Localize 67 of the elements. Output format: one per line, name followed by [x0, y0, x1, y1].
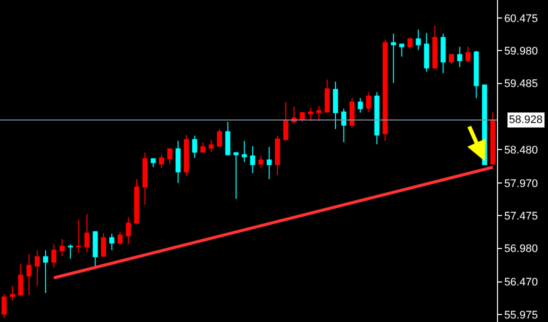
candlestick: [142, 152, 148, 206]
candlestick: [474, 50, 479, 99]
candlestick: [366, 92, 372, 112]
candlestick: [118, 231, 123, 246]
candlestick: [324, 79, 330, 114]
candlestick: [457, 46, 462, 68]
candlestick: [176, 140, 181, 184]
candlestick: [109, 233, 114, 251]
candlestick: [2, 294, 7, 319]
candlestick: [18, 264, 24, 297]
y-tick-label: 59.980: [504, 46, 538, 58]
candlestick: [408, 37, 413, 50]
candlestick: [68, 244, 73, 260]
candlestick: [10, 285, 15, 301]
candlestick: [374, 92, 380, 145]
candlestick: [167, 148, 172, 164]
candlestick: [465, 46, 471, 64]
candlestick: [101, 232, 106, 258]
candlestick: [358, 98, 363, 114]
candlestick: [208, 139, 214, 153]
candlestick: [184, 134, 189, 176]
candlestick: [382, 39, 388, 142]
candlestick: [134, 178, 140, 224]
candlestick: [225, 121, 230, 156]
candlestick: [159, 154, 164, 168]
candlestick: [448, 54, 454, 64]
candlestick: [150, 158, 156, 168]
candlestick: [34, 250, 40, 286]
candlestick: [308, 107, 314, 122]
y-tick-label: 57.475: [504, 210, 538, 222]
candlestick: [341, 108, 346, 143]
candlestick: [216, 128, 222, 148]
candlestick: [43, 250, 48, 294]
candlestick: [283, 102, 288, 140]
candlestick: [258, 156, 264, 168]
candlestick: [440, 33, 446, 74]
candlestick: [416, 29, 421, 51]
candlestick: [432, 25, 438, 70]
candlestick: [250, 146, 256, 174]
candlestick: [350, 98, 355, 128]
candlestick: [126, 216, 131, 245]
candlestick: [242, 140, 247, 162]
candlestick: [390, 33, 396, 84]
y-tick-label: 59.485: [504, 78, 538, 90]
candlestick: [192, 135, 198, 159]
candlestick: [399, 44, 404, 58]
candlestick: [60, 238, 65, 257]
candlestick: [274, 135, 280, 176]
candlestick: [92, 230, 98, 267]
candlestick: [424, 32, 430, 72]
y-tick-label: 57.970: [504, 178, 538, 190]
candlestick: [490, 111, 496, 166]
candlestick: [26, 254, 32, 296]
candlestick: [200, 142, 206, 154]
candlestick: [84, 214, 90, 253]
y-tick-label: 56.470: [504, 276, 538, 289]
candlestick: [332, 81, 338, 130]
candlestick: [76, 219, 82, 254]
y-tick-label: 60.475: [504, 12, 538, 25]
candlestick: [234, 152, 239, 200]
y-tick-label: 58.480: [504, 144, 538, 156]
candlestick: [316, 106, 322, 122]
y-tick-label: 55.975: [504, 309, 538, 322]
candlestick: [51, 244, 56, 268]
candlestick: [266, 146, 272, 180]
ref-line-label: 58.928: [509, 114, 543, 126]
y-tick-label: 56.980: [504, 243, 538, 256]
